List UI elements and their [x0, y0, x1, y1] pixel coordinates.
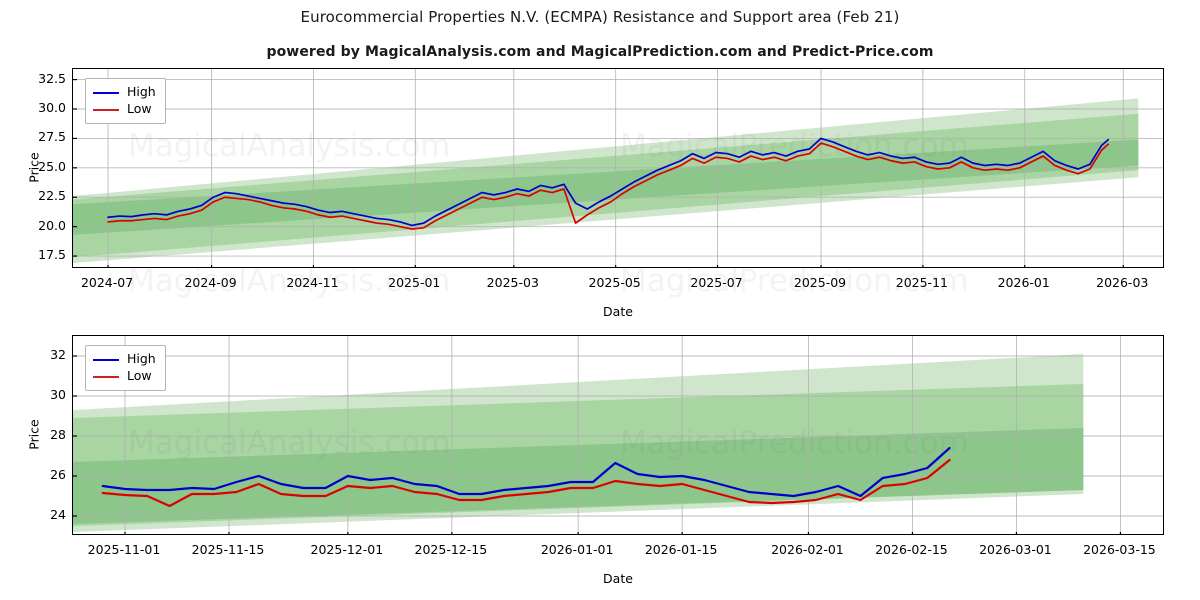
x-tick-label: 2025-05: [588, 275, 641, 290]
zoom-plot-area: [72, 335, 1164, 535]
zoom-chart-panel: [72, 335, 1164, 535]
y-tick-label: 20.0: [38, 217, 66, 233]
legend-swatch-high: [93, 91, 119, 94]
y-tick-label: 32: [50, 347, 66, 362]
zoom-plot-svg: [73, 336, 1163, 534]
zoom-x-axis-label: Date: [603, 571, 633, 586]
x-tick-label: 2024-09: [184, 275, 237, 290]
x-tick-label: 2025-12-15: [414, 542, 488, 557]
y-tick-label: 25.0: [38, 158, 66, 174]
x-tick-label: 2025-03: [486, 275, 539, 290]
series-line-high: [107, 137, 1110, 227]
zoom-legend: High Low: [85, 345, 166, 391]
page-subtitle: powered by MagicalAnalysis.com and Magic…: [266, 44, 934, 60]
x-tick-label: 2024-11: [286, 275, 339, 290]
x-tick-label: 2026-01: [997, 275, 1050, 290]
x-tick-label: 2026-03-15: [1083, 542, 1156, 557]
overview-plot-svg: [73, 69, 1163, 267]
overview-legend: High Low: [85, 78, 166, 124]
x-tick-label: 2026-01-15: [644, 542, 718, 557]
x-tick-label: 2025-09: [793, 275, 847, 290]
series-line-low: [101, 458, 951, 508]
y-tick-label: 17.5: [38, 247, 66, 263]
legend-label-low-2: Low: [127, 368, 152, 384]
y-tick-label: 30.0: [38, 100, 66, 115]
y-tick-label: 30: [50, 387, 66, 402]
legend-entry-high-2: High: [93, 351, 156, 368]
y-tick-label: 27.5: [38, 129, 66, 145]
legend-entry-low-2: Low: [93, 368, 156, 385]
y-tick-label: 22.5: [38, 188, 66, 204]
overview-x-axis-label: Date: [603, 304, 633, 319]
legend-label-high-2: High: [127, 351, 156, 367]
legend-entry-low: Low: [93, 101, 156, 118]
x-tick-label: 2025-12-01: [310, 542, 384, 557]
legend-swatch-low: [93, 108, 119, 111]
x-tick-label: 2025-01: [388, 275, 441, 290]
y-tick-label: 26: [50, 467, 66, 482]
overview-plot-area: [72, 68, 1164, 268]
legend-label-low: Low: [127, 101, 152, 117]
legend-entry-high: High: [93, 84, 156, 101]
x-tick-label: 2024-07: [80, 275, 134, 290]
x-tick-label: 2025-11-15: [191, 542, 265, 557]
y-tick-label: 32.5: [38, 70, 66, 86]
x-tick-label: 2025-11-01: [87, 542, 161, 557]
legend-label-high: High: [127, 84, 156, 100]
x-tick-label: 2026-02-01: [771, 542, 844, 557]
x-tick-label: 2026-03: [1096, 275, 1149, 290]
y-tick-label: 28: [50, 427, 66, 442]
x-tick-label: 2025-11: [895, 275, 948, 290]
y-tick-label: 24: [50, 507, 66, 522]
x-tick-label: 2025-07: [690, 275, 743, 290]
x-tick-label: 2026-02-15: [875, 542, 948, 557]
page-title: Eurocommercial Properties N.V. (ECMPA) R…: [300, 8, 900, 26]
x-tick-label: 2026-03-01: [979, 542, 1052, 557]
series-line-high: [101, 446, 951, 498]
legend-swatch-low-2: [93, 375, 119, 378]
x-tick-label: 2026-01-01: [540, 542, 614, 557]
series-line-low: [107, 142, 1110, 230]
legend-swatch-high-2: [93, 358, 119, 361]
overview-chart-panel: [72, 68, 1164, 268]
